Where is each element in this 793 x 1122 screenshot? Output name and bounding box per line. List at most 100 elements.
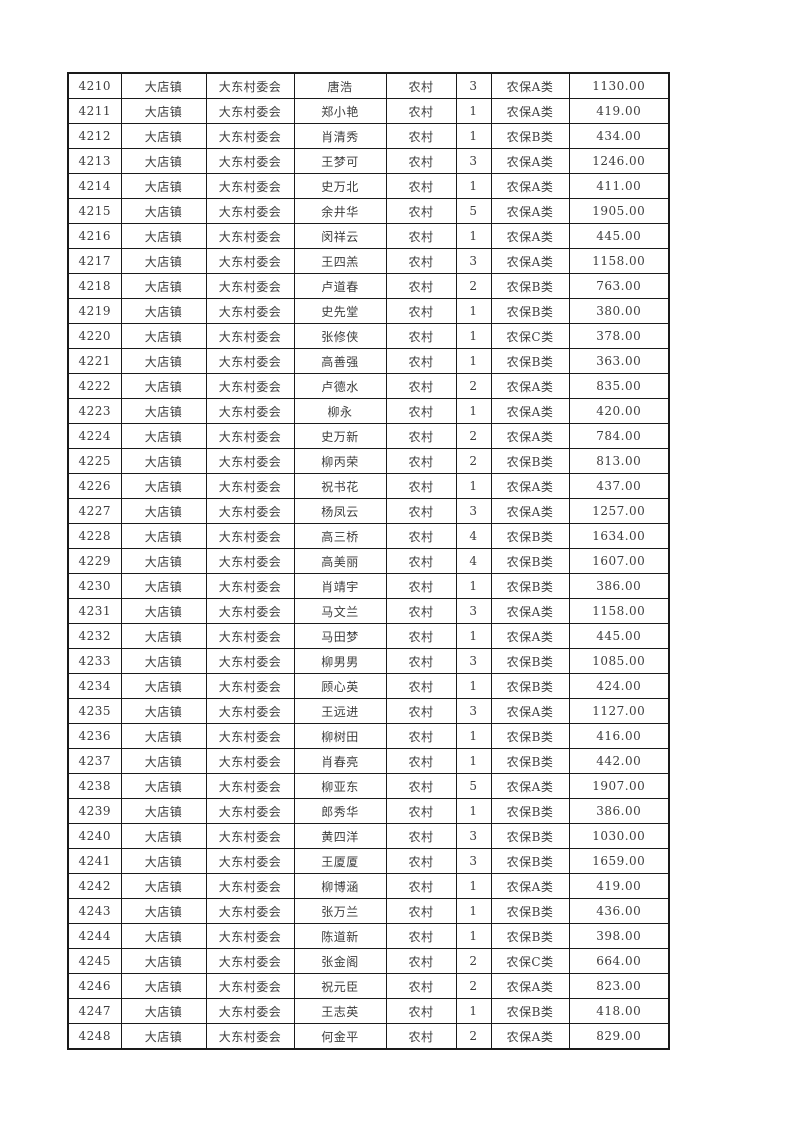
cell-insurance-class: 农保A类	[490, 398, 570, 424]
cell-serial: 4245	[67, 948, 122, 974]
cell-serial: 4231	[67, 598, 122, 624]
cell-name: 闵祥云	[293, 223, 387, 249]
cell-amount: 411.00	[568, 173, 670, 199]
cell-town: 大店镇	[120, 323, 207, 349]
cell-town: 大店镇	[120, 698, 207, 724]
cell-town: 大店镇	[120, 498, 207, 524]
cell-count: 1	[455, 348, 492, 374]
cell-serial: 4246	[67, 973, 122, 999]
cell-name: 陈道新	[293, 923, 387, 949]
cell-amount: 1158.00	[568, 248, 670, 274]
cell-category: 农村	[385, 773, 457, 799]
cell-category: 农村	[385, 348, 457, 374]
cell-amount: 835.00	[568, 373, 670, 399]
cell-insurance-class: 农保B类	[490, 748, 570, 774]
table-row: 4222 大店镇 大东村委会 卢德水 农村 2 农保A类 835.00	[67, 373, 670, 399]
cell-committee: 大东村委会	[205, 248, 295, 274]
cell-amount: 1659.00	[568, 848, 670, 874]
cell-committee: 大东村委会	[205, 98, 295, 124]
cell-count: 1	[455, 98, 492, 124]
cell-serial: 4242	[67, 873, 122, 899]
cell-category: 农村	[385, 323, 457, 349]
cell-insurance-class: 农保A类	[490, 598, 570, 624]
cell-category: 农村	[385, 398, 457, 424]
cell-amount: 424.00	[568, 673, 670, 699]
cell-count: 2	[455, 1023, 492, 1050]
cell-committee: 大东村委会	[205, 623, 295, 649]
cell-amount: 398.00	[568, 923, 670, 949]
cell-category: 农村	[385, 923, 457, 949]
cell-count: 2	[455, 373, 492, 399]
cell-category: 农村	[385, 98, 457, 124]
cell-name: 祝书花	[293, 473, 387, 499]
table-row: 4214 大店镇 大东村委会 史万北 农村 1 农保A类 411.00	[67, 173, 670, 199]
cell-insurance-class: 农保A类	[490, 623, 570, 649]
cell-count: 2	[455, 448, 492, 474]
cell-amount: 829.00	[568, 1023, 670, 1050]
cell-name: 张万兰	[293, 898, 387, 924]
cell-serial: 4233	[67, 648, 122, 674]
table-row: 4224 大店镇 大东村委会 史万新 农村 2 农保A类 784.00	[67, 423, 670, 449]
cell-serial: 4222	[67, 373, 122, 399]
cell-category: 农村	[385, 498, 457, 524]
cell-name: 高善强	[293, 348, 387, 374]
cell-amount: 813.00	[568, 448, 670, 474]
cell-category: 农村	[385, 648, 457, 674]
cell-amount: 1130.00	[568, 72, 670, 99]
cell-committee: 大东村委会	[205, 648, 295, 674]
cell-insurance-class: 农保B类	[490, 523, 570, 549]
cell-name: 杨凤云	[293, 498, 387, 524]
cell-category: 农村	[385, 948, 457, 974]
cell-count: 1	[455, 398, 492, 424]
table-row: 4225 大店镇 大东村委会 柳丙荣 农村 2 农保B类 813.00	[67, 448, 670, 474]
cell-serial: 4216	[67, 223, 122, 249]
cell-category: 农村	[385, 998, 457, 1024]
cell-name: 张修侠	[293, 323, 387, 349]
cell-count: 3	[455, 248, 492, 274]
cell-town: 大店镇	[120, 898, 207, 924]
cell-count: 1	[455, 748, 492, 774]
cell-serial: 4232	[67, 623, 122, 649]
cell-serial: 4229	[67, 548, 122, 574]
cell-category: 农村	[385, 223, 457, 249]
cell-committee: 大东村委会	[205, 173, 295, 199]
table-row: 4218 大店镇 大东村委会 卢道春 农村 2 农保B类 763.00	[67, 273, 670, 299]
cell-town: 大店镇	[120, 148, 207, 174]
cell-insurance-class: 农保A类	[490, 373, 570, 399]
cell-count: 1	[455, 898, 492, 924]
cell-category: 农村	[385, 148, 457, 174]
cell-serial: 4226	[67, 473, 122, 499]
cell-name: 柳树田	[293, 723, 387, 749]
cell-serial: 4224	[67, 423, 122, 449]
cell-insurance-class: 农保B类	[490, 648, 570, 674]
cell-name: 柳男男	[293, 648, 387, 674]
cell-serial: 4228	[67, 523, 122, 549]
cell-category: 农村	[385, 373, 457, 399]
cell-insurance-class: 农保A类	[490, 973, 570, 999]
cell-count: 3	[455, 648, 492, 674]
cell-insurance-class: 农保A类	[490, 98, 570, 124]
cell-name: 柳丙荣	[293, 448, 387, 474]
cell-committee: 大东村委会	[205, 448, 295, 474]
cell-count: 5	[455, 773, 492, 799]
cell-category: 农村	[385, 448, 457, 474]
cell-count: 1	[455, 323, 492, 349]
beneficiary-table: 4210 大店镇 大东村委会 唐浩 农村 3 农保A类 1130.00 4211 大店镇 大东村委会…	[67, 72, 670, 1050]
cell-amount: 1907.00	[568, 773, 670, 799]
cell-serial: 4237	[67, 748, 122, 774]
cell-name: 王四羔	[293, 248, 387, 274]
cell-serial: 4240	[67, 823, 122, 849]
cell-category: 农村	[385, 798, 457, 824]
cell-count: 1	[455, 623, 492, 649]
cell-amount: 419.00	[568, 98, 670, 124]
cell-count: 3	[455, 823, 492, 849]
cell-count: 4	[455, 523, 492, 549]
cell-name: 黄四洋	[293, 823, 387, 849]
cell-name: 史万新	[293, 423, 387, 449]
cell-serial: 4211	[67, 98, 122, 124]
cell-amount: 1607.00	[568, 548, 670, 574]
table-row: 4242 大店镇 大东村委会 柳博涵 农村 1 农保A类 419.00	[67, 873, 670, 899]
cell-committee: 大东村委会	[205, 223, 295, 249]
cell-town: 大店镇	[120, 1023, 207, 1050]
cell-count: 1	[455, 998, 492, 1024]
